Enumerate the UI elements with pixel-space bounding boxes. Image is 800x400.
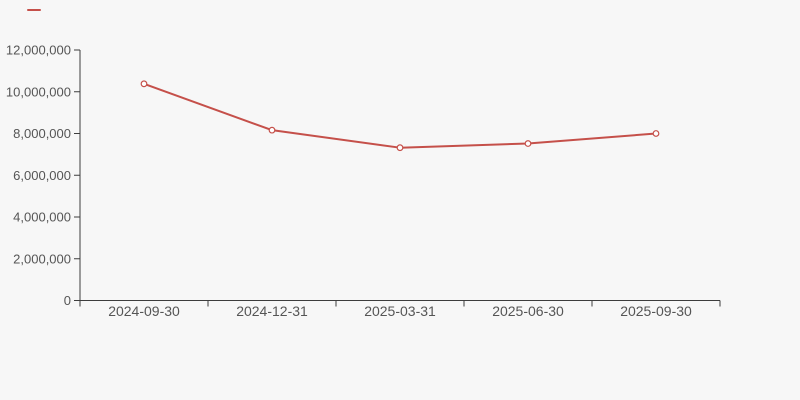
- y-axis-tick-label: 4,000,000: [13, 210, 71, 225]
- y-axis-tick-label: 8,000,000: [13, 126, 71, 141]
- data-point-marker[interactable]: [652, 130, 660, 137]
- x-axis-category-label: 2024-09-30: [108, 303, 180, 319]
- x-axis-category-label: 2025-09-30: [620, 303, 692, 319]
- series-legend-marker[interactable]: [27, 9, 41, 11]
- y-axis-tick-label: 2,000,000: [13, 251, 71, 266]
- x-axis-category-label: 2025-06-30: [492, 303, 564, 319]
- x-axis-category-label: 2024-12-31: [236, 303, 308, 319]
- y-axis-tick-label: 10,000,000: [6, 84, 71, 99]
- y-axis-tick-label: 6,000,000: [13, 168, 71, 183]
- data-point-marker[interactable]: [268, 126, 276, 134]
- data-point-marker[interactable]: [140, 80, 148, 88]
- series-line: [143, 82, 657, 149]
- x-axis-category-label: 2025-03-31: [364, 303, 436, 319]
- data-point-marker[interactable]: [524, 140, 532, 147]
- y-axis-tick-label: 12,000,000: [6, 43, 71, 58]
- data-point-marker[interactable]: [396, 144, 404, 152]
- y-axis-tick-label: 0: [64, 293, 71, 308]
